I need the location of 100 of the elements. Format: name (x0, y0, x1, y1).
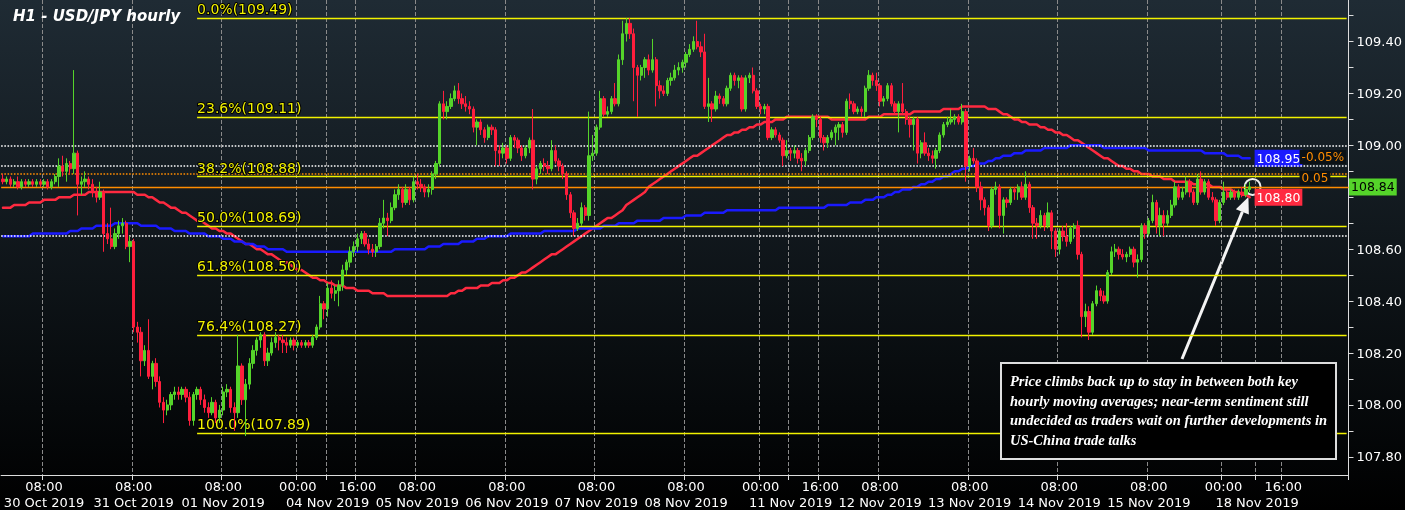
candlestick (733, 72, 736, 87)
candlestick (457, 82, 460, 105)
candlestick (856, 105, 859, 115)
candlestick (897, 100, 900, 133)
candlestick (535, 165, 538, 185)
y-tick-label: 108.00 (1356, 397, 1403, 413)
candlestick (1229, 188, 1233, 201)
candlestick (912, 116, 915, 152)
candlestick (1155, 199, 1158, 235)
candlestick (692, 35, 695, 53)
candlestick (1248, 181, 1251, 193)
ref-line-label: 0.0%(109.49) (197, 1, 293, 18)
candlestick (1024, 170, 1027, 201)
candlestick (147, 318, 150, 380)
candlestick (296, 339, 299, 349)
candlestick (953, 113, 956, 126)
candlestick (110, 207, 113, 250)
candlestick (737, 74, 740, 89)
candlestick (580, 201, 583, 227)
annotation: 0.05 (1301, 170, 1329, 185)
candlestick (1132, 246, 1136, 268)
candlestick (69, 160, 72, 175)
candlestick (968, 155, 971, 172)
ref-line-label: 50.0%(108.69) (197, 208, 302, 225)
candlestick (744, 74, 747, 113)
x-tick-label: 08:00 01 Nov 2019 (181, 478, 265, 510)
candlestick (845, 98, 848, 136)
x-tick-label: 18 Nov 2019 (1215, 494, 1299, 510)
candlestick (180, 386, 184, 401)
candlestick (102, 188, 105, 253)
candlestick (920, 139, 923, 159)
candlestick (188, 391, 191, 427)
candlestick (923, 131, 927, 157)
x-tick-label: 08:00 31 Oct 2019 (93, 478, 174, 510)
x-tick-label: 08:00 13 Nov 2019 (928, 478, 1012, 510)
candlestick (423, 183, 426, 198)
candlestick (307, 339, 311, 349)
candlestick (412, 176, 415, 203)
candlestick (35, 178, 38, 188)
candlestick (1013, 186, 1016, 201)
x-tick-label: 00:00 (1204, 478, 1243, 494)
candlestick (46, 178, 49, 190)
candlestick (1203, 178, 1206, 196)
candlestick (513, 134, 516, 149)
candlestick (1177, 183, 1180, 201)
candlestick (931, 150, 934, 165)
candlestick (91, 178, 94, 198)
candlestick (655, 56, 658, 107)
candlestick (1158, 207, 1162, 237)
candlestick (584, 204, 587, 222)
candlestick (13, 178, 16, 188)
candlestick (326, 282, 329, 318)
text: H1 - USD/JPY hourly (13, 6, 182, 25)
x-tick-label: 08:00 08 Nov 2019 (644, 478, 728, 510)
candlestick (550, 139, 553, 172)
candlestick (61, 155, 64, 177)
candlestick (416, 173, 419, 190)
candlestick (236, 334, 240, 419)
candlestick (300, 339, 303, 349)
candlestick (1117, 246, 1121, 261)
candlestick (177, 386, 180, 401)
candlestick (487, 124, 490, 141)
line-series (1, 144, 1251, 254)
candlestick (76, 150, 79, 216)
candlestick (770, 126, 774, 141)
candlestick (9, 176, 12, 188)
candlestick (401, 186, 404, 209)
candlestick (20, 178, 23, 190)
candlestick (666, 77, 669, 97)
candlestick (587, 111, 591, 222)
candlestick (610, 95, 613, 115)
candlestick (714, 90, 718, 113)
candlestick (139, 326, 143, 377)
candlestick (5, 176, 8, 185)
candlestick (210, 396, 214, 416)
y-tick-label: 108.20 (1356, 345, 1403, 361)
candlestick (1185, 176, 1188, 196)
candlestick (763, 103, 766, 115)
candlestick (793, 144, 796, 159)
candlestick (651, 38, 654, 74)
y-tick-label: 109.00 (1356, 137, 1403, 153)
candlestick (800, 152, 803, 172)
candlestick (386, 212, 389, 237)
candlestick (494, 126, 497, 167)
x-tick-label: 11 Nov 2019 (748, 494, 833, 510)
y-tick-label: 109.20 (1356, 85, 1403, 101)
y-tick-label: 107.80 (1356, 449, 1403, 465)
candlestick (1237, 188, 1240, 201)
candlestick (643, 56, 647, 79)
candlestick (531, 108, 535, 190)
candlestick (128, 235, 132, 263)
candlestick (57, 157, 61, 188)
candlestick (677, 61, 680, 76)
candlestick (543, 157, 546, 172)
candlestick (1087, 305, 1091, 341)
candlestick (1143, 222, 1147, 240)
candlestick (1065, 222, 1068, 248)
candlestick (722, 95, 725, 107)
x-tick-label: 00:00 (741, 478, 780, 494)
candlestick (419, 178, 423, 193)
